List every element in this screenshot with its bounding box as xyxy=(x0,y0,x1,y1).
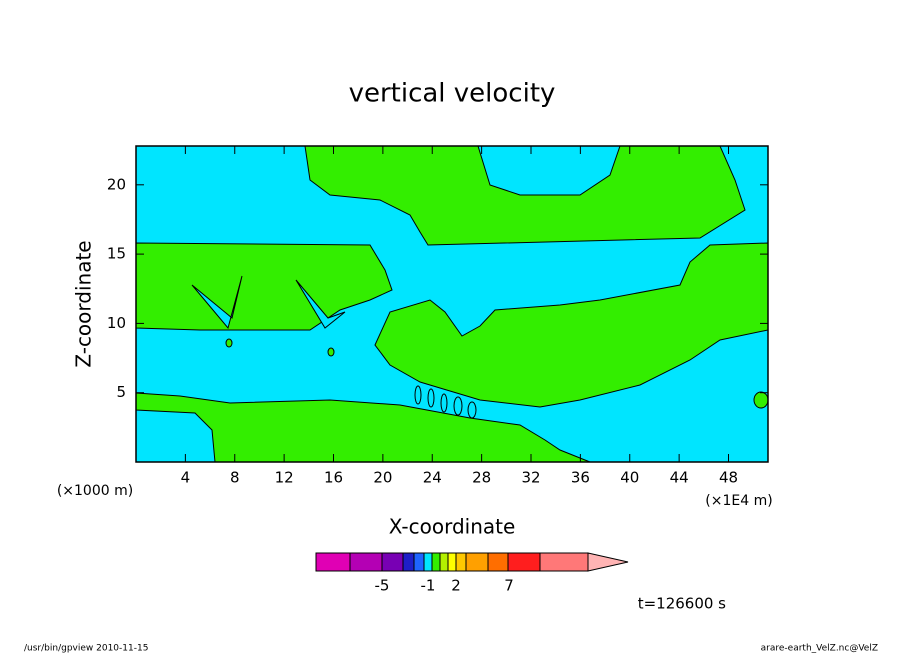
colorbar-label: 7 xyxy=(504,577,514,595)
region xyxy=(753,391,769,409)
region xyxy=(295,279,346,329)
colorbar-box xyxy=(487,552,509,572)
region xyxy=(191,275,243,330)
colorbar-box xyxy=(349,552,383,572)
colorbar-label: -5 xyxy=(375,577,390,595)
x-tick-label: 8 xyxy=(230,469,240,487)
region xyxy=(374,242,769,408)
region xyxy=(135,392,591,463)
colorbar-arrow xyxy=(587,552,629,572)
x-tick-label: 4 xyxy=(181,469,191,487)
x-tick-label: 36 xyxy=(571,469,590,487)
colorbar-box xyxy=(507,552,541,572)
footer-right: arare-earth_VelZ.nc@VelZ xyxy=(761,644,878,654)
region xyxy=(135,242,393,331)
region xyxy=(440,393,448,413)
colorbar-box xyxy=(423,552,433,572)
y-tick-label: 10 xyxy=(107,314,126,332)
y-tick-label: 20 xyxy=(107,175,126,193)
colorbar-box xyxy=(431,552,441,572)
region xyxy=(414,385,422,405)
x-axis-label: X-coordinate xyxy=(389,515,516,539)
y-axis-label: Z-coordinate xyxy=(72,240,96,367)
colorbar-box xyxy=(447,552,457,572)
colorbar-box xyxy=(539,552,589,572)
region xyxy=(225,338,233,348)
colorbar-box xyxy=(381,552,404,572)
y-tick-label: 15 xyxy=(107,245,126,263)
annotation: t=126600 s xyxy=(638,595,726,613)
region xyxy=(327,347,335,357)
x-tick-label: 16 xyxy=(324,469,343,487)
x-tick-label: 48 xyxy=(719,469,738,487)
plot-frame xyxy=(135,145,769,463)
region xyxy=(467,401,477,419)
y-unit: (×1000 m) xyxy=(57,483,133,499)
x-tick-label: 20 xyxy=(373,469,392,487)
colorbar-box xyxy=(315,552,351,572)
x-unit: (×1E4 m) xyxy=(705,493,772,509)
x-tick-label: 32 xyxy=(521,469,540,487)
x-tick-label: 40 xyxy=(620,469,639,487)
colorbar-box xyxy=(465,552,489,572)
footer-left: /usr/bin/gpview 2010-11-15 xyxy=(24,644,148,654)
chart-title: vertical velocity xyxy=(349,79,556,109)
colorbar-label: -1 xyxy=(421,577,436,595)
x-tick-label: 28 xyxy=(472,469,491,487)
contour-field xyxy=(135,145,769,463)
colorbar-box xyxy=(402,552,415,572)
region xyxy=(304,145,746,246)
x-tick-label: 44 xyxy=(670,469,689,487)
y-tick-label: 5 xyxy=(116,383,126,401)
x-tick-label: 24 xyxy=(423,469,442,487)
colorbar-box xyxy=(413,552,425,572)
colorbar-label: 2 xyxy=(451,577,461,595)
colorbar-box xyxy=(455,552,467,572)
x-tick-label: 12 xyxy=(275,469,294,487)
region xyxy=(427,388,435,408)
region xyxy=(453,396,463,416)
colorbar-box xyxy=(439,552,449,572)
